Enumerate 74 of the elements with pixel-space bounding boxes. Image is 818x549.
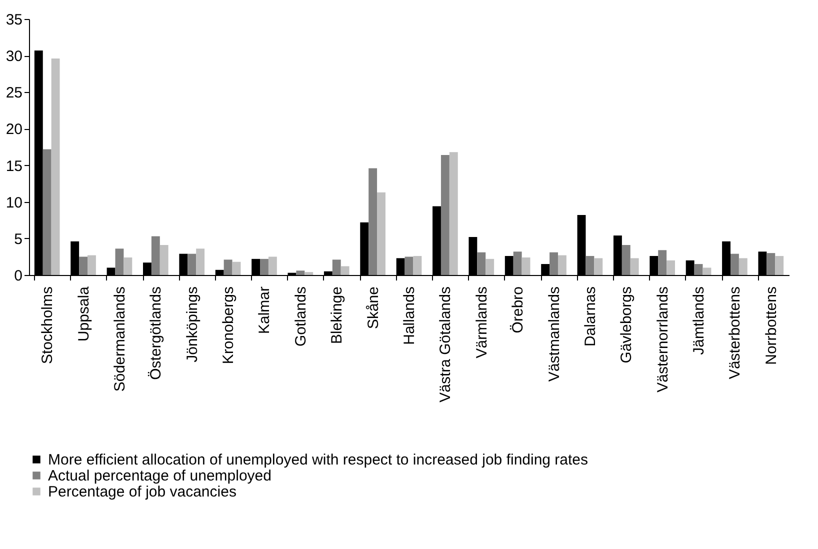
- bar: [260, 258, 268, 275]
- x-tick-label: Kronobergs: [220, 286, 238, 364]
- x-tick-label: Kalmar: [256, 286, 274, 334]
- bar: [477, 252, 486, 275]
- bar: [486, 258, 494, 275]
- bar: [766, 253, 776, 275]
- bar: [196, 248, 205, 275]
- x-tick-label: Västernorrlands: [654, 286, 672, 392]
- bar: [666, 260, 675, 275]
- y-tick-label: 30: [6, 48, 22, 66]
- y-tick-label: 25: [6, 84, 22, 102]
- legend-label: Actual percentage of unemployed: [48, 468, 272, 484]
- bar: [151, 236, 160, 275]
- legend-label: More efficient allocation of unemployed with respect to increased job finding rates: [48, 452, 588, 468]
- bar: [413, 256, 422, 275]
- x-tick-label: Dalarnas: [582, 286, 599, 347]
- x-tick-label: Hallands: [401, 286, 418, 345]
- bar: [738, 258, 748, 275]
- bar: [558, 255, 566, 275]
- bar: [124, 257, 132, 275]
- y-tick-label: 35: [6, 12, 22, 28]
- y-tick-label: 0: [14, 268, 22, 284]
- bar: [368, 168, 378, 275]
- x-tick-label: Västerbottens: [726, 286, 744, 380]
- x-tick-label: Värmlands: [473, 286, 490, 358]
- x-tick-label: Örebro: [510, 286, 527, 334]
- x-tick-label: Gotlands: [292, 286, 310, 347]
- bar: [404, 256, 414, 275]
- bar: [188, 254, 196, 275]
- x-tick-label: Östergötlands: [148, 286, 165, 380]
- bar: [224, 260, 232, 275]
- y-tick-label: 5: [14, 230, 22, 248]
- y-tick-label: 15: [6, 158, 22, 175]
- bar: [440, 155, 450, 275]
- bar: [594, 258, 603, 275]
- bar: [522, 257, 530, 275]
- bar: [88, 255, 96, 275]
- x-tick-label: Uppsala: [75, 286, 92, 342]
- x-tick-label: Södermanlands: [111, 286, 128, 392]
- x-tick-label: Västra Götalands: [437, 286, 454, 402]
- bar: [232, 262, 241, 275]
- x-tick-label: Jönköpings: [184, 286, 201, 362]
- bar: [694, 264, 703, 275]
- x-tick-label: Norrbottens: [762, 286, 780, 365]
- bar: [630, 258, 639, 275]
- bar: [513, 252, 522, 275]
- bar: [332, 260, 341, 275]
- bar: [377, 192, 386, 275]
- bar: [658, 250, 667, 275]
- bar: [296, 270, 305, 275]
- y-tick-label: 20: [6, 121, 22, 138]
- x-tick-label: Stockholms: [39, 286, 56, 364]
- bar: [340, 266, 350, 275]
- bar: [730, 254, 739, 275]
- legend-label: Percentage of job vacancies: [48, 484, 236, 500]
- bar: [586, 256, 594, 275]
- bar: [79, 256, 88, 275]
- bar: [115, 248, 124, 275]
- bar: [702, 268, 712, 275]
- bar: [42, 149, 52, 275]
- bar: [160, 245, 168, 275]
- bar: [775, 256, 784, 275]
- x-tick-label: Jämtlands: [690, 286, 708, 355]
- bar: [622, 245, 630, 275]
- x-tick-label: Blekinge: [328, 286, 346, 344]
- bar: [449, 152, 458, 275]
- bar: [304, 272, 314, 275]
- x-tick-label: Skåne: [364, 286, 382, 330]
- x-tick-label: Västmanlands: [546, 286, 563, 382]
- bar: [550, 252, 558, 275]
- y-tick-label: 10: [6, 194, 22, 212]
- bar: [268, 256, 277, 275]
- bar: [51, 58, 60, 275]
- x-tick-label: Gävleborgs: [618, 286, 636, 364]
